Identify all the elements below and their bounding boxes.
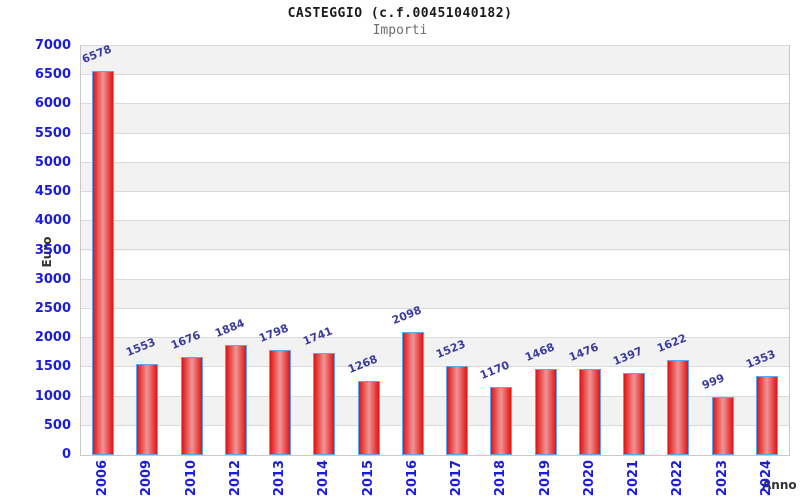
y-tick-label: 7000 [34,38,71,53]
x-tick-label: 2021 [626,459,641,497]
x-tick-label: 2013 [272,459,287,497]
x-tick-label: 2017 [449,459,464,497]
bar-2021[interactable] [623,373,645,455]
x-tick-label: 2020 [582,459,597,497]
bar-2013[interactable] [269,350,291,455]
y-tick-label: 500 [43,418,71,433]
bar-value-label: 999 [700,371,727,392]
y-tick-label: 3000 [34,272,71,287]
bar-2015[interactable] [358,381,380,455]
bar-2009[interactable] [136,364,158,455]
y-tick-label: 6500 [34,67,71,82]
y-tick-label: 6000 [34,96,71,111]
chart-subtitle: Importi [372,23,428,38]
y-tick-label: 4500 [34,184,71,199]
gridline [81,103,789,104]
x-tick-label: 2023 [715,459,730,497]
bar-2022[interactable] [667,360,689,455]
bar-2012[interactable] [225,345,247,455]
gridline [81,279,789,280]
x-tick-label: 2009 [139,459,154,497]
gridline [81,74,789,75]
x-tick-label: 2006 [95,459,110,497]
y-tick-label: 5500 [34,126,71,141]
x-axis-label: Anno [762,478,797,492]
chart-title: CASTEGGIO (c.f.00451040182) [287,6,513,21]
y-tick-label: 4000 [34,213,71,228]
y-tick-label: 0 [61,447,71,462]
x-tick-label: 2012 [228,459,243,497]
gridline [81,45,789,46]
gridline [81,220,789,221]
plot-band [81,46,789,76]
gridline [81,162,789,163]
plot-area: 6578 1553 1676 1884 1798 1741 1268 2098 1523 1170… [80,42,790,456]
plot-band [81,162,789,193]
gridline [81,133,789,134]
gridline [81,191,789,192]
y-tick-label: 2500 [34,301,71,316]
gridline [81,249,789,250]
bar-2020[interactable] [579,369,601,455]
bar-2006[interactable] [92,71,114,455]
gridline [81,396,789,397]
y-tick-label: 1500 [34,359,71,374]
x-tick-label: 2016 [405,459,420,497]
gridline [81,425,789,426]
bar-2010[interactable] [181,357,203,455]
gridline [81,337,789,338]
bar-2014[interactable] [313,353,335,455]
x-tick-label: 2014 [316,459,331,497]
bar-2023[interactable] [712,397,734,455]
plot-band [81,104,789,134]
x-tick-label: 2019 [538,459,553,497]
x-tick-label: 2018 [493,459,508,497]
bar-2024[interactable] [756,376,778,455]
y-tick-label: 2000 [34,330,71,345]
bar-2016[interactable] [402,332,424,455]
bar-2018[interactable] [490,387,512,455]
x-tick-label: 2015 [361,459,376,497]
plot-band [81,221,789,251]
y-tick-label: 3500 [34,243,71,258]
gridline [81,308,789,309]
y-tick-label: 1000 [34,389,71,404]
x-tick-label: 2022 [670,459,685,497]
bar-2019[interactable] [535,369,557,455]
x-tick-label: 2010 [184,459,199,497]
x-tick-label: 2024 [759,459,774,497]
bar-2017[interactable] [446,366,468,455]
gridline [81,366,789,367]
y-tick-label: 5000 [34,155,71,170]
plot-band [81,279,789,309]
